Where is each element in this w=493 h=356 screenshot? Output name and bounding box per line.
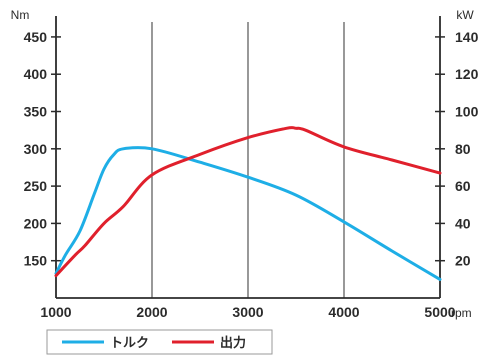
y-left-tick-label-150: 150 [24,253,48,269]
series-lines [54,126,442,281]
series-line-power [54,126,442,278]
axes: 1000 2000 3000 4000 5000 150 200 250 300 350 400 45… [24,16,479,320]
y-left-tick-label-400: 400 [24,66,48,82]
legend-label-torque: トルク [110,336,149,351]
legend: トルク 出力 [46,329,273,355]
grid-lines [151,22,345,298]
y-right-tick-label-20: 20 [455,253,471,269]
y-right-tick-label-140: 140 [455,29,479,45]
legend-label-power: 出力 [220,335,246,351]
y-left-tick-label-450: 450 [24,29,48,45]
right-axis-unit: kW [456,8,474,22]
series-line-torque [54,146,442,281]
y-right-tick-label-120: 120 [455,66,479,82]
x-tick-label-5000: 5000 [424,304,455,320]
y-right-tick-label-100: 100 [455,104,479,120]
y-right-tick-label-80: 80 [455,141,471,157]
y-left-tick-label-350: 350 [24,104,48,120]
y-left-tick-label-300: 300 [24,141,48,157]
left-axis-unit: Nm [11,8,30,22]
x-tick-label-4000: 4000 [328,304,359,320]
y-left-tick-label-200: 200 [24,215,48,231]
x-tick-label-1000: 1000 [40,304,71,320]
y-right-tick-label-60: 60 [455,178,471,194]
x-axis-unit: rpm [451,306,472,320]
x-tick-label-2000: 2000 [136,304,167,320]
y-right-tick-label-40: 40 [455,215,471,231]
x-tick-label-3000: 3000 [232,304,263,320]
y-left-tick-label-250: 250 [24,178,48,194]
